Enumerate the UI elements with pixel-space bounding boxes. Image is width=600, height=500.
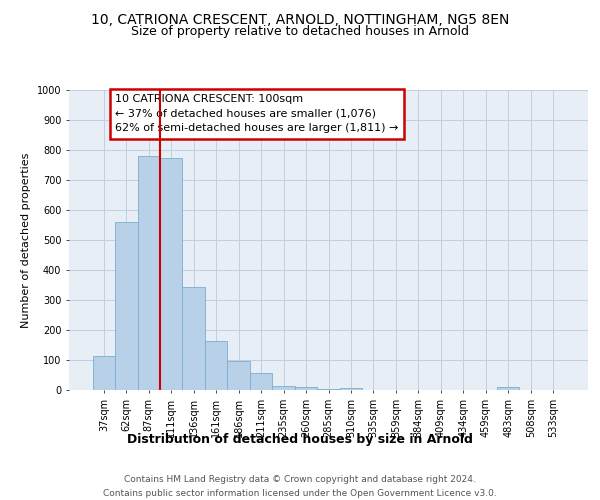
Text: Contains HM Land Registry data © Crown copyright and database right 2024.
Contai: Contains HM Land Registry data © Crown c…	[103, 476, 497, 498]
Bar	[205, 341, 227, 390]
Bar	[137, 156, 160, 390]
Text: 10, CATRIONA CRESCENT, ARNOLD, NOTTINGHAM, NG5 8EN: 10, CATRIONA CRESCENT, ARNOLD, NOTTINGHA…	[91, 12, 509, 26]
Bar	[295, 387, 317, 390]
Text: Distribution of detached houses by size in Arnold: Distribution of detached houses by size …	[127, 432, 473, 446]
Bar	[227, 360, 250, 390]
Text: 10 CATRIONA CRESCENT: 100sqm
← 37% of detached houses are smaller (1,076)
62% of: 10 CATRIONA CRESCENT: 100sqm ← 37% of de…	[115, 94, 398, 134]
Bar	[160, 158, 182, 390]
Text: Size of property relative to detached houses in Arnold: Size of property relative to detached ho…	[131, 25, 469, 38]
Bar	[497, 387, 520, 390]
Y-axis label: Number of detached properties: Number of detached properties	[22, 152, 31, 328]
Bar	[250, 373, 272, 390]
Bar	[317, 388, 340, 390]
Bar	[340, 388, 362, 390]
Bar	[272, 386, 295, 390]
Bar	[182, 286, 205, 390]
Bar	[92, 356, 115, 390]
Bar	[115, 222, 137, 390]
